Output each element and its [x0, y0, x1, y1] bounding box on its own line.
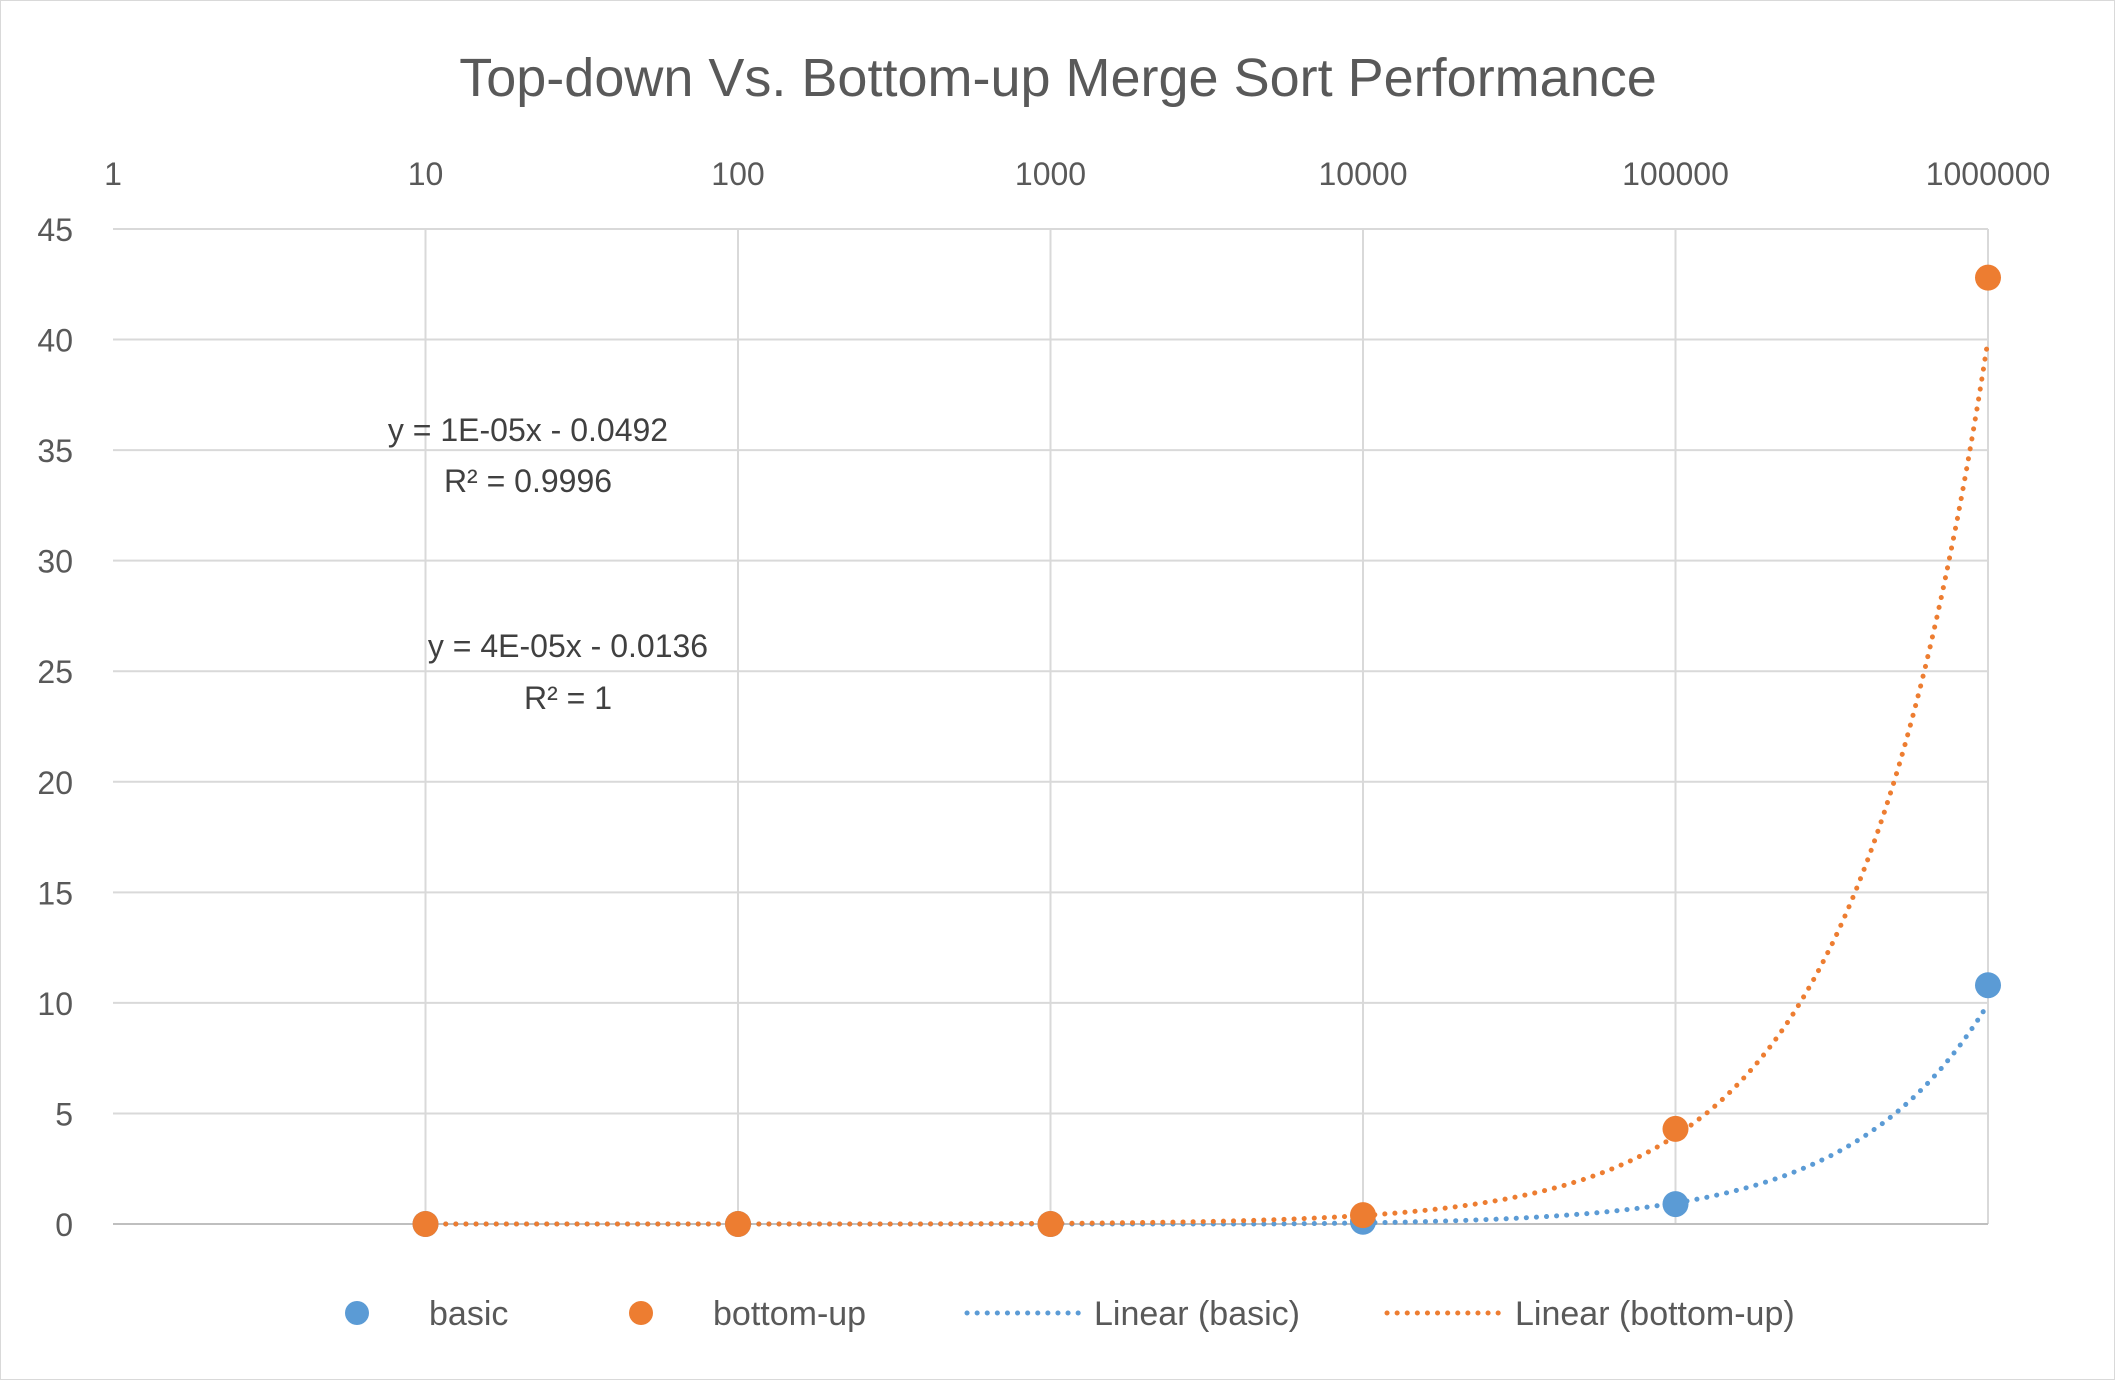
legend-label-basic: basic	[429, 1295, 508, 1333]
y-axis-ticks: 0 5 10 15 20 25 30 35 40 45	[37, 212, 73, 1243]
x-tick-label: 10000	[1319, 156, 1408, 192]
point-bottom-up	[412, 1211, 439, 1237]
y-tick-label: 5	[55, 1096, 73, 1132]
y-tick-label: 25	[37, 654, 73, 690]
point-bottom-up	[1662, 1115, 1689, 1142]
legend: basic bottom-up Linear (basic) Linear (b…	[345, 1295, 1795, 1333]
y-tick-label: 35	[37, 433, 73, 469]
x-tick-label: 1	[104, 156, 122, 192]
x-tick-label: 10	[408, 156, 444, 192]
legend-marker-bottom-up	[629, 1301, 653, 1325]
x-axis-ticks: 1 10 100 1000 10000 100000 1000000	[104, 156, 2050, 192]
legend-label-linear-bottom-up: Linear (bottom-up)	[1515, 1295, 1795, 1333]
y-tick-label: 20	[37, 765, 73, 801]
y-tick-label: 0	[55, 1207, 73, 1243]
point-bottom-up	[1350, 1202, 1376, 1229]
legend-label-bottom-up: bottom-up	[713, 1295, 866, 1333]
y-tick-label: 10	[37, 986, 73, 1022]
y-tick-label: 40	[37, 323, 73, 359]
trendline-label-bottom-up: y = 4E-05x - 0.0136 R² = 1	[428, 628, 708, 716]
x-tick-label: 100	[711, 156, 764, 192]
trendlines	[423, 337, 1991, 1227]
trendline-label-basic: y = 1E-05x - 0.0492 R² = 0.9996	[388, 412, 668, 499]
point-basic	[1975, 972, 2001, 999]
point-bottom-up	[1975, 264, 2001, 291]
trendline-bottom-up	[423, 337, 1991, 1227]
y-tick-label: 30	[37, 544, 73, 580]
equation-bottom-up: y = 4E-05x - 0.0136	[428, 628, 708, 664]
point-bottom-up	[725, 1211, 751, 1237]
grid	[113, 228, 1989, 1225]
equation-basic: y = 1E-05x - 0.0492	[388, 412, 668, 448]
chart-title: Top-down Vs. Bottom-up Merge Sort Perfor…	[459, 48, 1657, 108]
r2-basic: R² = 0.9996	[444, 463, 612, 499]
x-tick-label: 100000	[1622, 156, 1729, 192]
y-tick-label: 45	[37, 212, 73, 248]
data-points	[412, 264, 2001, 1237]
legend-label-linear-basic: Linear (basic)	[1094, 1295, 1300, 1333]
x-tick-label: 1000000	[1926, 156, 2051, 192]
point-bottom-up	[1037, 1211, 1064, 1237]
y-tick-label: 15	[37, 875, 73, 911]
point-basic	[1662, 1191, 1689, 1218]
r2-bottom-up: R² = 1	[524, 680, 612, 716]
legend-marker-basic	[345, 1301, 369, 1325]
x-tick-label: 1000	[1015, 156, 1086, 192]
